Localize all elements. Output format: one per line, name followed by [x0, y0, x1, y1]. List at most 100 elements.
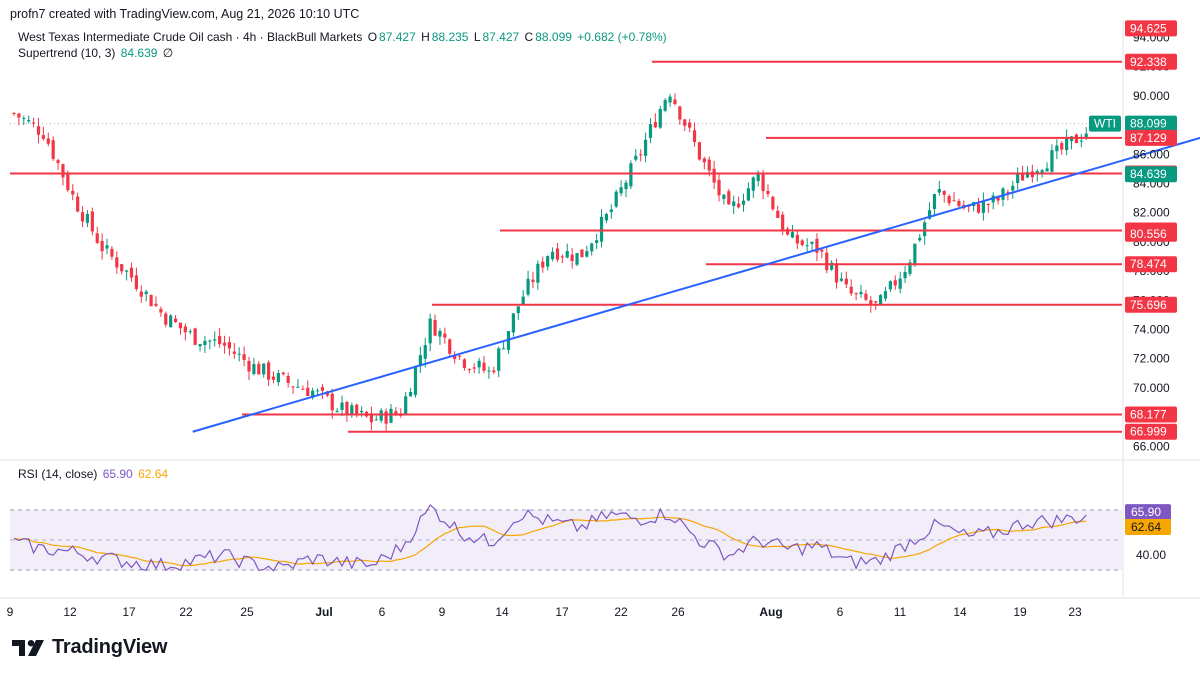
candle-body [653, 122, 657, 128]
candle-body [394, 411, 398, 414]
candle-body [1084, 133, 1088, 138]
candle-body [423, 345, 427, 359]
candle-body [1060, 143, 1064, 150]
price-axis-label: 75.696 [1130, 298, 1167, 312]
supertrend-value: 84.639 [120, 46, 158, 60]
candle-body [908, 262, 912, 274]
candle-body [266, 362, 271, 380]
candle-body [306, 387, 310, 396]
candle-body [276, 373, 280, 383]
candle-body [154, 303, 158, 306]
candle-body [1050, 150, 1054, 172]
candle-body [433, 319, 437, 336]
candle-body [536, 263, 540, 283]
price-axis-label: 92.338 [1130, 55, 1167, 69]
candle-body [404, 396, 408, 415]
candle-body [624, 182, 628, 190]
candle-body [575, 253, 579, 265]
candle-body [291, 386, 295, 388]
candle-body [183, 326, 187, 333]
candle-body [320, 387, 325, 391]
candle-body [125, 270, 129, 272]
candle-body [643, 139, 648, 156]
candle-body [790, 232, 795, 238]
candle-body [648, 124, 653, 138]
candle-body [149, 294, 153, 307]
candle-body [932, 194, 937, 209]
candle-body [854, 293, 858, 295]
tradingview-logo-icon [12, 639, 44, 656]
price-axis-label-box [1125, 166, 1177, 183]
candle-body [585, 251, 589, 257]
candle-body [169, 315, 173, 328]
candle-body [746, 188, 750, 201]
rsi-ma-line [13, 516, 1087, 567]
candle-body [570, 254, 574, 262]
candle-body [1001, 188, 1005, 200]
candle-body [1020, 174, 1025, 181]
time-axis-label: 25 [240, 605, 254, 619]
symbol-tag-box [1089, 115, 1121, 132]
time-axis-label: 26 [671, 605, 685, 619]
candle-body [413, 366, 418, 395]
candle-body [849, 286, 853, 294]
candle-body [129, 267, 134, 278]
ohlc-close-label: C [524, 30, 534, 44]
price-axis-label: 68.177 [1130, 408, 1167, 422]
candle-body [335, 410, 339, 412]
candle-body [120, 264, 124, 272]
candle-body [614, 191, 618, 207]
candle-body [110, 248, 114, 257]
time-axis-label: 11 [894, 605, 907, 619]
tradingview-branding: TradingView [12, 636, 167, 659]
candle-body [31, 122, 36, 124]
candle-body [315, 390, 320, 392]
price-axis-label-box [1125, 296, 1177, 313]
supertrend-legend: Supertrend (10, 3) 84.639 ∅ [18, 46, 175, 60]
candle-body [688, 122, 692, 128]
candle-body [115, 257, 119, 268]
candle-body [878, 295, 883, 305]
candle-body [511, 313, 515, 333]
candle-body [947, 195, 951, 204]
candle-body [350, 405, 354, 415]
candle-body [785, 228, 790, 235]
candle-body [565, 251, 569, 258]
candle-body [727, 191, 731, 205]
candle-body [443, 333, 447, 338]
price-axis-label-box [1125, 53, 1177, 70]
candle-body [683, 119, 687, 126]
candle-body [1055, 145, 1059, 152]
rsi-value: 65.90 [102, 467, 133, 481]
candle-body [301, 388, 305, 390]
candle-body [345, 401, 349, 416]
candle-body [164, 313, 168, 325]
time-axis-label: Jul [315, 605, 332, 619]
candle-body [340, 402, 344, 411]
candles [12, 93, 1088, 433]
candle-body [492, 370, 496, 373]
price-axis-label: 80.556 [1130, 227, 1167, 241]
ohlc-open-label: O [367, 30, 378, 44]
candle-body [51, 140, 55, 159]
candle-body [692, 130, 697, 143]
candle-body [1065, 137, 1069, 151]
candle-body [702, 158, 706, 163]
candle-body [668, 96, 672, 103]
candle-body [893, 280, 897, 286]
price-axis-label-box [1125, 225, 1177, 242]
candle-body [222, 342, 227, 346]
candle-body [1006, 191, 1010, 193]
time-axis-label: 14 [495, 605, 509, 619]
rsi-axis-label-box [1125, 504, 1171, 521]
candle-body [599, 216, 604, 242]
candle-body [825, 252, 829, 271]
candle-body [722, 194, 726, 199]
candle-body [76, 196, 80, 212]
candle-body [12, 112, 16, 114]
candle-body [257, 363, 261, 375]
candle-body [952, 200, 956, 202]
price-tick-label: 72.000 [1133, 352, 1170, 366]
candle-body [678, 106, 682, 120]
